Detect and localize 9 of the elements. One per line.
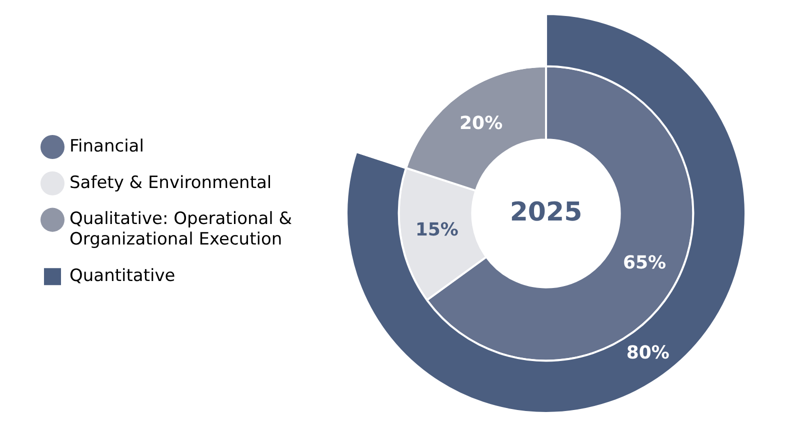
data-label: 80% xyxy=(626,342,670,364)
text: 2025 xyxy=(510,197,582,228)
data-label: 65% xyxy=(622,252,666,274)
legend-label: Financial xyxy=(70,136,144,156)
data-label: 20% xyxy=(460,112,503,134)
legend-label: Quantitative xyxy=(70,266,176,286)
legend-label: Safety & Environmental xyxy=(70,172,272,193)
legend-label: Qualitative: Operational & Organizational Execution xyxy=(70,209,292,250)
data-label: 15% xyxy=(415,219,458,240)
